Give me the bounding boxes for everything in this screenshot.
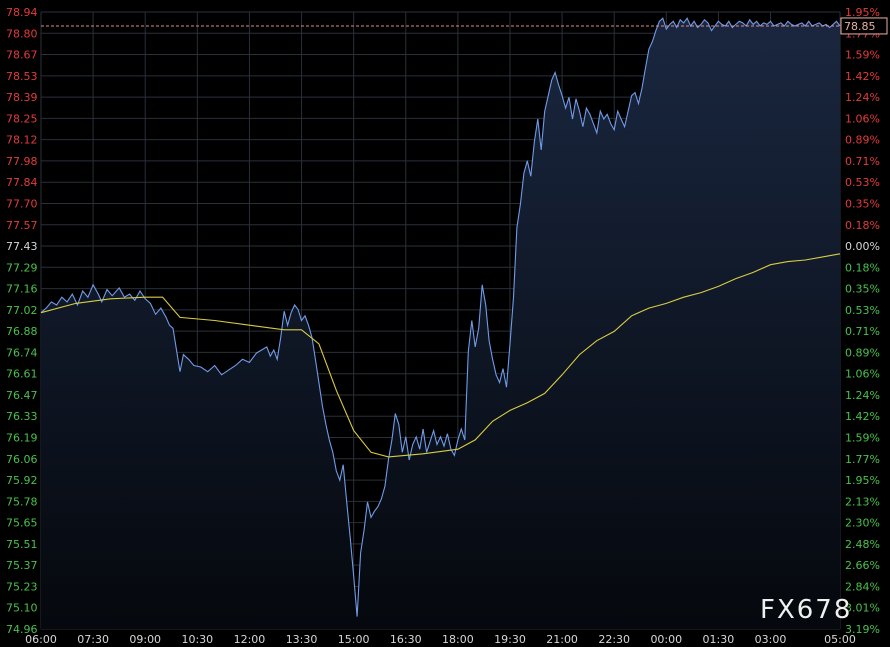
x-tick-label: 10:30: [181, 633, 213, 646]
pct-tick-label: 0.71%: [845, 325, 880, 338]
x-tick-label: 12:00: [234, 633, 266, 646]
pct-tick-label: 0.71%: [845, 155, 880, 168]
pct-tick-label: 1.95%: [845, 474, 880, 487]
y-tick-label: 78.25: [6, 112, 38, 125]
y-tick-label: 76.06: [6, 453, 38, 466]
x-tick-label: 00:00: [650, 633, 682, 646]
pct-tick-label: 1.42%: [845, 410, 880, 423]
last-price-label: 78.85: [844, 20, 876, 33]
pct-tick-label: 1.24%: [845, 91, 880, 104]
x-tick-label: 22:30: [598, 633, 630, 646]
pct-tick-label: 0.18%: [845, 219, 880, 232]
x-tick-label: 05:00: [824, 633, 856, 646]
y-tick-label: 77.98: [6, 155, 38, 168]
y-tick-label: 76.47: [6, 389, 38, 402]
y-tick-label: 78.67: [6, 49, 38, 62]
y-tick-label: 76.74: [6, 346, 38, 359]
y-tick-label: 75.10: [6, 602, 38, 615]
price-area: [41, 18, 840, 629]
pct-tick-label: 0.53%: [845, 176, 880, 189]
y-tick-label: 75.65: [6, 517, 38, 530]
pct-tick-label: 2.66%: [845, 559, 880, 572]
x-tick-label: 09:00: [129, 633, 161, 646]
y-tick-label: 78.94: [6, 6, 38, 19]
pct-tick-label: 3.01%: [845, 602, 880, 615]
watermark-text: FX678: [760, 595, 853, 625]
y-tick-label: 76.19: [6, 432, 38, 445]
x-tick-label: 03:00: [755, 633, 787, 646]
y-tick-label: 74.96: [6, 623, 38, 636]
y-tick-label: 77.29: [6, 261, 38, 274]
x-tick-label: 06:00: [25, 633, 57, 646]
y-tick-label: 78.80: [6, 27, 38, 40]
x-tick-label: 13:30: [286, 633, 318, 646]
pct-tick-label: 1.06%: [845, 368, 880, 381]
pct-tick-label: 2.30%: [845, 517, 880, 530]
x-tick-label: 16:30: [390, 633, 422, 646]
x-tick-label: 07:30: [77, 633, 109, 646]
pct-tick-label: 1.95%: [845, 6, 880, 19]
y-tick-label: 77.57: [6, 219, 38, 232]
y-tick-label: 75.78: [6, 495, 38, 508]
y-tick-label: 77.16: [6, 283, 38, 296]
x-tick-label: 21:00: [546, 633, 578, 646]
pct-tick-label: 1.59%: [845, 432, 880, 445]
pct-tick-label: 0.53%: [845, 304, 880, 317]
price-line: [40, 17, 841, 617]
pct-tick-label: 1.77%: [845, 453, 880, 466]
pct-tick-label: 3.19%: [845, 623, 880, 636]
pct-tick-label: 0.89%: [845, 346, 880, 359]
y-tick-label: 78.39: [6, 91, 38, 104]
pct-tick-label: 0.89%: [845, 134, 880, 147]
x-tick-label: 19:30: [494, 633, 526, 646]
pct-tick-label: 1.59%: [845, 49, 880, 62]
y-tick-label: 76.33: [6, 410, 38, 423]
x-tick-label: 15:00: [338, 633, 370, 646]
pct-tick-label: 0.18%: [845, 261, 880, 274]
y-tick-label: 75.37: [6, 559, 38, 572]
y-tick-label: 77.84: [6, 176, 38, 189]
y-tick-label: 75.23: [6, 580, 38, 593]
pct-tick-label: 0.35%: [845, 197, 880, 210]
y-tick-label: 77.02: [6, 304, 38, 317]
pct-tick-label: 2.13%: [845, 495, 880, 508]
pct-tick-label: 2.84%: [845, 580, 880, 593]
pct-tick-label: 2.48%: [845, 538, 880, 551]
y-tick-label: 78.12: [6, 134, 38, 147]
pct-tick-label: 0.00%: [845, 240, 880, 253]
y-tick-label: 78.53: [6, 70, 38, 83]
average-line: [40, 253, 841, 458]
pct-tick-label: 1.24%: [845, 389, 880, 402]
x-tick-label: 01:30: [703, 633, 735, 646]
pct-tick-label: 1.06%: [845, 112, 880, 125]
y-tick-label: 75.92: [6, 474, 38, 487]
y-tick-label: 77.43: [6, 240, 38, 253]
y-tick-label: 77.70: [6, 197, 38, 210]
y-tick-label: 76.88: [6, 325, 38, 338]
last-price-box: [840, 17, 888, 35]
y-tick-label: 75.51: [6, 538, 38, 551]
pct-tick-label: 0.35%: [845, 283, 880, 296]
x-tick-label: 18:00: [442, 633, 474, 646]
y-tick-label: 76.61: [6, 368, 38, 381]
pct-tick-label: 1.42%: [845, 70, 880, 83]
